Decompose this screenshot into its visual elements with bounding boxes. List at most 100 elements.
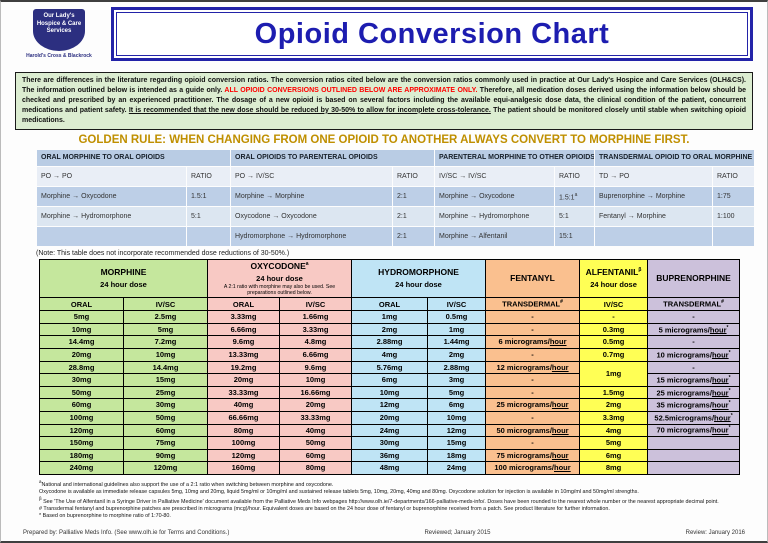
dose-cell: 19.2mg	[207, 360, 280, 375]
golden-rule: GOLDEN RULE: WHEN CHANGING FROM ONE OPIO…	[78, 133, 690, 146]
dose-cell: 13.33mg	[207, 347, 280, 362]
ratio-conversion-cell: Morphine → Hydromorphone	[434, 205, 555, 227]
page-footer: Prepared by: Palliative Meds Info. (See …	[15, 530, 753, 538]
drug-group-header: HYDROMORPHONE 24 hour dose	[351, 258, 487, 299]
route-column-header: TRANSDERMAL#	[485, 297, 581, 312]
dose-cell: 25mg	[123, 385, 208, 400]
ratio-ratio-header: RATIO	[392, 165, 435, 187]
dose-cell: 60mg	[278, 448, 353, 463]
dose-cell: -	[485, 347, 581, 362]
dose-cell: 90mg	[123, 448, 208, 463]
dose-row: 28.8mg 14.4mg 19.2mg 9.6mg 5.76mg 2.88mg 12 mi…	[39, 360, 741, 387]
dose-cell: 7.2mg	[123, 335, 208, 349]
ratio-value-cell: 1:75	[711, 185, 756, 207]
dose-row: 60mg 30mg 40mg 20mg 12mg 6mg 25 micrograms/hou…	[39, 398, 741, 412]
route-column-header: IV/SC	[427, 297, 487, 312]
ratio-value-cell: 5:1	[554, 205, 595, 227]
ratio-ratio-header: RATIO	[186, 165, 231, 187]
ratio-group-title: ORAL OPIOIDS TO PARENTERAL OPIOIDS	[230, 148, 435, 167]
dose-cell: 100 micrograms/hour	[485, 461, 581, 475]
dose-cell: 10mg	[123, 347, 208, 362]
dose-cell	[647, 448, 741, 463]
disclaimer-text-2: Therefore, all medication doses derived …	[22, 86, 746, 114]
ratio-value-cell: 1:100	[711, 205, 756, 227]
dose-cell: 1.44mg	[427, 335, 487, 349]
dose-cell: 50mg	[123, 410, 208, 425]
ratio-value-cell: 5:1	[186, 205, 231, 227]
logo-name: Our Lady's Hospice & Care Services	[36, 13, 82, 34]
dose-cell	[647, 461, 741, 475]
dose-cell	[647, 436, 741, 450]
dose-cell: 5mg	[427, 385, 487, 400]
dose-cell: 5mg	[579, 436, 649, 450]
dose-cell: 180mg	[39, 448, 124, 463]
route-column-header: IV/SC	[579, 297, 649, 312]
footnote: Oxycodone is available as immediate rele…	[39, 488, 639, 495]
route-column-header: ORAL	[39, 297, 124, 312]
disclaimer-underlined: It is recommended that the new dose shou…	[128, 106, 491, 114]
dose-row: 180mg 90mg 120mg 60mg 36mg 18mg 75 micrograms/…	[39, 448, 741, 463]
dose-cell: 3.33mg	[207, 310, 280, 324]
dose-cell: 70 micrograms/hour*	[647, 423, 741, 438]
dose-cell: 1mg	[427, 322, 487, 337]
ratio-conversion-cell: Morphine → Alfentanil	[434, 225, 555, 247]
dose-cell: 10mg	[278, 373, 353, 387]
dose-cell: 0.5mg	[427, 310, 487, 324]
page-header: Our Lady's Hospice & Care Services Harol…	[15, 7, 753, 67]
dose-cell: 75 micrograms/hour	[485, 448, 581, 463]
dose-cell: -	[579, 310, 649, 324]
dose-cell: -	[647, 360, 741, 375]
dose-cell: 5mg	[39, 310, 124, 324]
dose-row: 100mg 50mg 66.66mg 33.33mg 20mg 10mg -3.3mg 52.…	[39, 410, 741, 425]
dose-row: 240mg 120mg 160mg 80mg 48mg 24mg 100 microgram…	[39, 461, 741, 475]
dose-cell: 1mg	[351, 310, 429, 324]
ratio-value-cell: 2:1	[392, 225, 435, 247]
ratio-conversion-cell: Morphine → Oxycodone	[434, 185, 555, 207]
dose-cell: 6.66mg	[278, 347, 353, 362]
dose-cell: 16.66mg	[278, 385, 353, 400]
dose-cell: 3mg	[427, 373, 487, 387]
dose-cell: 150mg	[39, 436, 124, 450]
dose-cell: 2mg	[427, 347, 487, 362]
ratio-route-header: TD → PO	[594, 165, 713, 187]
ratio-value-cell: 15:1	[554, 225, 595, 247]
dose-cell: 24mg	[351, 423, 429, 438]
dose-row: 150mg 75mg 100mg 50mg 30mg 15mg -5mg	[39, 436, 741, 450]
disclaimer-box: There are differences in the literature …	[15, 72, 753, 130]
footnote: # Transdermal fentanyl and buprenorphine…	[39, 505, 610, 512]
title-inner-border: Opioid Conversion Chart	[116, 12, 748, 56]
ratio-value-cell: 1.5:1a	[554, 185, 595, 207]
ratio-group-title: PARENTERAL MORPHINE TO OTHER OPIOIDS	[434, 148, 595, 167]
dose-cell: 5mg	[123, 322, 208, 337]
route-column-header: ORAL	[351, 297, 429, 312]
dose-cell: -	[485, 322, 581, 337]
dose-cell: 6 micrograms/hour	[485, 335, 581, 349]
dose-cell: 80mg	[207, 423, 280, 438]
ratio-conversion-cell: Morphine → Hydromorphone	[36, 205, 187, 227]
hospice-logo: Our Lady's Hospice & Care Services Harol…	[15, 7, 103, 59]
ratio-group-title: TRANSDERMAL OPIOID TO ORAL MORPHINE	[593, 148, 756, 167]
dose-cell: 52.5micrograms/hour*	[647, 410, 741, 425]
dose-cell: 4mg	[579, 423, 649, 438]
ratio-route-header: PO → PO	[36, 165, 187, 187]
ratio-conversion-cell	[36, 225, 187, 247]
dose-cell: 30mg	[123, 398, 208, 412]
ratio-ratio-header: RATIO	[711, 165, 756, 187]
drug-group-header: OXYCODONEa 24 hour dose A 2:1 ratio with m…	[206, 258, 353, 299]
ratio-route-header: PO → IV/SC	[230, 165, 393, 187]
ratio-conversion-cell: Morphine → Morphine	[230, 185, 393, 207]
dose-cell: 100mg	[207, 436, 280, 450]
dose-cell: 14.4mg	[123, 360, 208, 375]
dose-cell: 9.6mg	[278, 360, 353, 375]
dose-cell: -	[485, 410, 581, 425]
dose-cell: 120mg	[39, 423, 124, 438]
dose-cell: -	[485, 310, 581, 324]
dose-cell: 36mg	[351, 448, 429, 463]
conversion-ratio-table: ORAL MORPHINE TO ORAL OPIOIDS ORAL OPIOID…	[36, 148, 756, 247]
dose-cell: -	[485, 385, 581, 400]
dose-cell: 120mg	[207, 448, 280, 463]
dose-cell: 75mg	[123, 436, 208, 450]
dose-cell: 80mg	[278, 461, 353, 475]
dose-cell: -	[485, 373, 581, 387]
dose-cell: 25 micrograms/hour*	[647, 385, 741, 400]
